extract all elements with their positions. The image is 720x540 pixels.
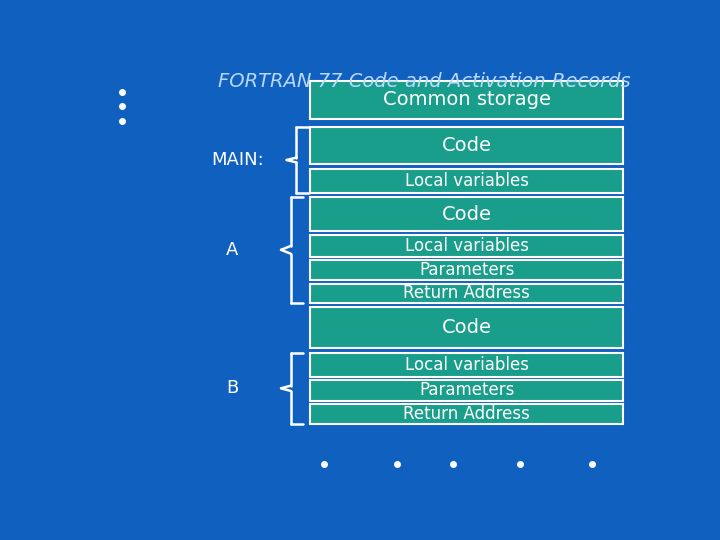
Text: Local variables: Local variables [405,172,528,190]
FancyBboxPatch shape [310,260,623,280]
Text: Code: Code [441,205,492,224]
Text: Local variables: Local variables [405,356,528,374]
Text: Return Address: Return Address [403,405,530,423]
FancyBboxPatch shape [310,197,623,231]
Text: Return Address: Return Address [403,284,530,302]
FancyBboxPatch shape [310,80,623,119]
FancyBboxPatch shape [310,380,623,401]
FancyBboxPatch shape [310,235,623,257]
Text: Parameters: Parameters [419,261,514,279]
FancyBboxPatch shape [310,127,623,164]
Text: MAIN:: MAIN: [212,151,264,169]
FancyBboxPatch shape [310,284,623,302]
Text: Common storage: Common storage [382,90,551,109]
FancyBboxPatch shape [310,353,623,377]
FancyBboxPatch shape [310,168,623,193]
Text: Code: Code [441,136,492,155]
FancyBboxPatch shape [310,404,623,424]
Text: Parameters: Parameters [419,381,514,400]
Text: A: A [226,241,238,259]
Text: B: B [226,379,238,397]
Text: FORTRAN 77 Code and Activation Records: FORTRAN 77 Code and Activation Records [218,72,631,91]
FancyBboxPatch shape [310,307,623,348]
Text: Code: Code [441,318,492,337]
Text: Local variables: Local variables [405,237,528,255]
